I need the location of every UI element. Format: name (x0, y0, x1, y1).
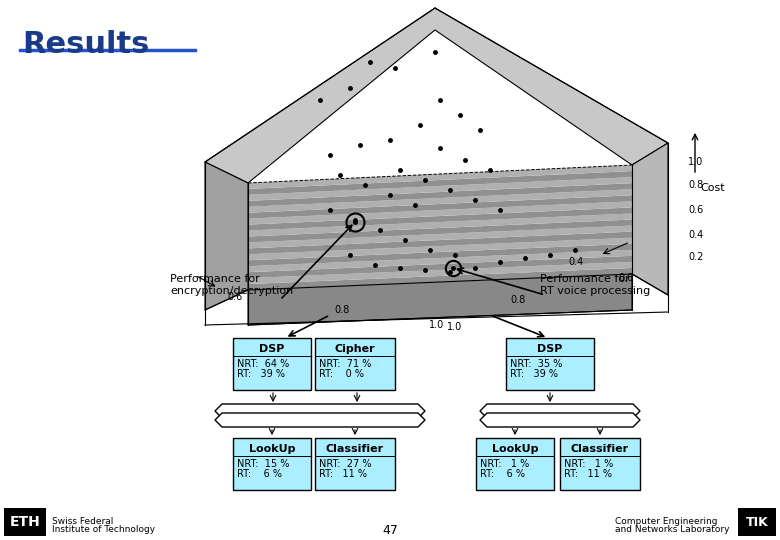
Polygon shape (248, 165, 632, 189)
Text: 47: 47 (382, 523, 398, 537)
Text: NRT:  15 %: NRT: 15 % (237, 459, 289, 469)
Text: and Networks Laboratory: and Networks Laboratory (615, 525, 729, 535)
FancyBboxPatch shape (315, 438, 395, 490)
Text: 0.6: 0.6 (228, 292, 243, 302)
Text: Classifier: Classifier (571, 444, 629, 454)
Text: Results: Results (22, 30, 150, 59)
Text: Performance for
RT voice processing: Performance for RT voice processing (540, 274, 651, 296)
Text: 0.8: 0.8 (510, 295, 525, 305)
FancyBboxPatch shape (560, 438, 640, 490)
Text: RT:   11 %: RT: 11 % (564, 469, 612, 479)
Polygon shape (248, 171, 632, 195)
Text: Computer Engineering: Computer Engineering (615, 517, 718, 526)
Polygon shape (248, 232, 632, 254)
Text: NRT:  71 %: NRT: 71 % (319, 359, 371, 369)
Text: 0.4: 0.4 (688, 230, 704, 240)
Text: LookUp: LookUp (249, 444, 296, 454)
Text: 0.6: 0.6 (688, 205, 704, 215)
Text: 0.4: 0.4 (568, 257, 583, 267)
Text: Cost: Cost (700, 183, 725, 193)
Text: NRT:  35 %: NRT: 35 % (510, 359, 562, 369)
Text: NRT:   1 %: NRT: 1 % (480, 459, 530, 469)
FancyBboxPatch shape (315, 338, 395, 390)
FancyBboxPatch shape (233, 438, 311, 490)
Text: 1.0: 1.0 (448, 322, 463, 332)
Polygon shape (248, 183, 632, 207)
Polygon shape (205, 162, 248, 310)
Text: NRT:  27 %: NRT: 27 % (319, 459, 371, 469)
Polygon shape (632, 143, 668, 295)
Text: Classifier: Classifier (326, 444, 384, 454)
Text: RT:    6 %: RT: 6 % (480, 469, 525, 479)
Text: Swiss Federal: Swiss Federal (52, 517, 113, 526)
Text: NRT:  64 %: NRT: 64 % (237, 359, 289, 369)
Polygon shape (248, 244, 632, 266)
Polygon shape (248, 219, 632, 242)
Text: ETH: ETH (10, 515, 41, 529)
Text: Cipher: Cipher (335, 344, 375, 354)
Polygon shape (248, 274, 632, 325)
FancyBboxPatch shape (738, 508, 776, 536)
Text: LookUp: LookUp (491, 444, 538, 454)
Polygon shape (248, 207, 632, 231)
Text: 0.6: 0.6 (618, 273, 633, 283)
Text: RT:    0 %: RT: 0 % (319, 369, 364, 379)
Polygon shape (248, 189, 632, 213)
Polygon shape (248, 268, 632, 290)
Polygon shape (248, 238, 632, 260)
Text: Institute of Technology: Institute of Technology (52, 525, 155, 535)
Polygon shape (480, 404, 640, 418)
Polygon shape (248, 177, 632, 201)
Text: RT:   11 %: RT: 11 % (319, 469, 367, 479)
Text: DSP: DSP (259, 344, 285, 354)
FancyBboxPatch shape (233, 338, 311, 390)
FancyBboxPatch shape (506, 338, 594, 390)
Polygon shape (248, 250, 632, 272)
Text: RT:   39 %: RT: 39 % (510, 369, 558, 379)
Polygon shape (248, 213, 632, 237)
Polygon shape (215, 413, 425, 427)
Text: RT:   39 %: RT: 39 % (237, 369, 285, 379)
Polygon shape (248, 262, 632, 284)
Text: Performance for
encryption/decryption: Performance for encryption/decryption (170, 274, 293, 296)
Polygon shape (205, 8, 668, 183)
Text: 1.0: 1.0 (688, 157, 704, 167)
Text: DSP: DSP (537, 344, 562, 354)
Polygon shape (248, 201, 632, 225)
Polygon shape (248, 256, 632, 278)
Polygon shape (215, 404, 425, 418)
Text: NRT:   1 %: NRT: 1 % (564, 459, 613, 469)
Text: RT:    6 %: RT: 6 % (237, 469, 282, 479)
FancyBboxPatch shape (476, 438, 554, 490)
Polygon shape (248, 195, 632, 219)
Text: 0.8: 0.8 (688, 180, 704, 190)
Text: 0.8: 0.8 (335, 305, 349, 315)
Text: TIK: TIK (746, 516, 768, 529)
Polygon shape (248, 226, 632, 248)
Text: 1.0: 1.0 (429, 320, 445, 330)
Polygon shape (480, 413, 640, 427)
Text: 0.2: 0.2 (688, 252, 704, 262)
FancyBboxPatch shape (4, 508, 46, 536)
